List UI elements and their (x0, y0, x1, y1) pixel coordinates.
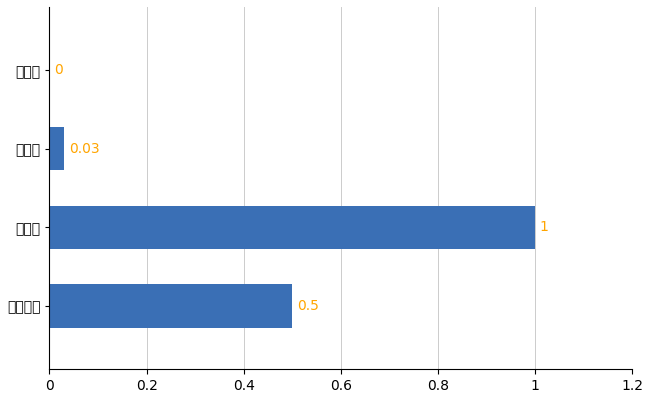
Text: 0.03: 0.03 (69, 142, 99, 156)
Bar (49, 284, 292, 328)
Text: 1: 1 (540, 220, 549, 234)
Bar (49, 206, 535, 249)
Text: 0: 0 (55, 63, 63, 77)
Text: 0.5: 0.5 (297, 299, 319, 313)
Bar (49, 127, 64, 170)
